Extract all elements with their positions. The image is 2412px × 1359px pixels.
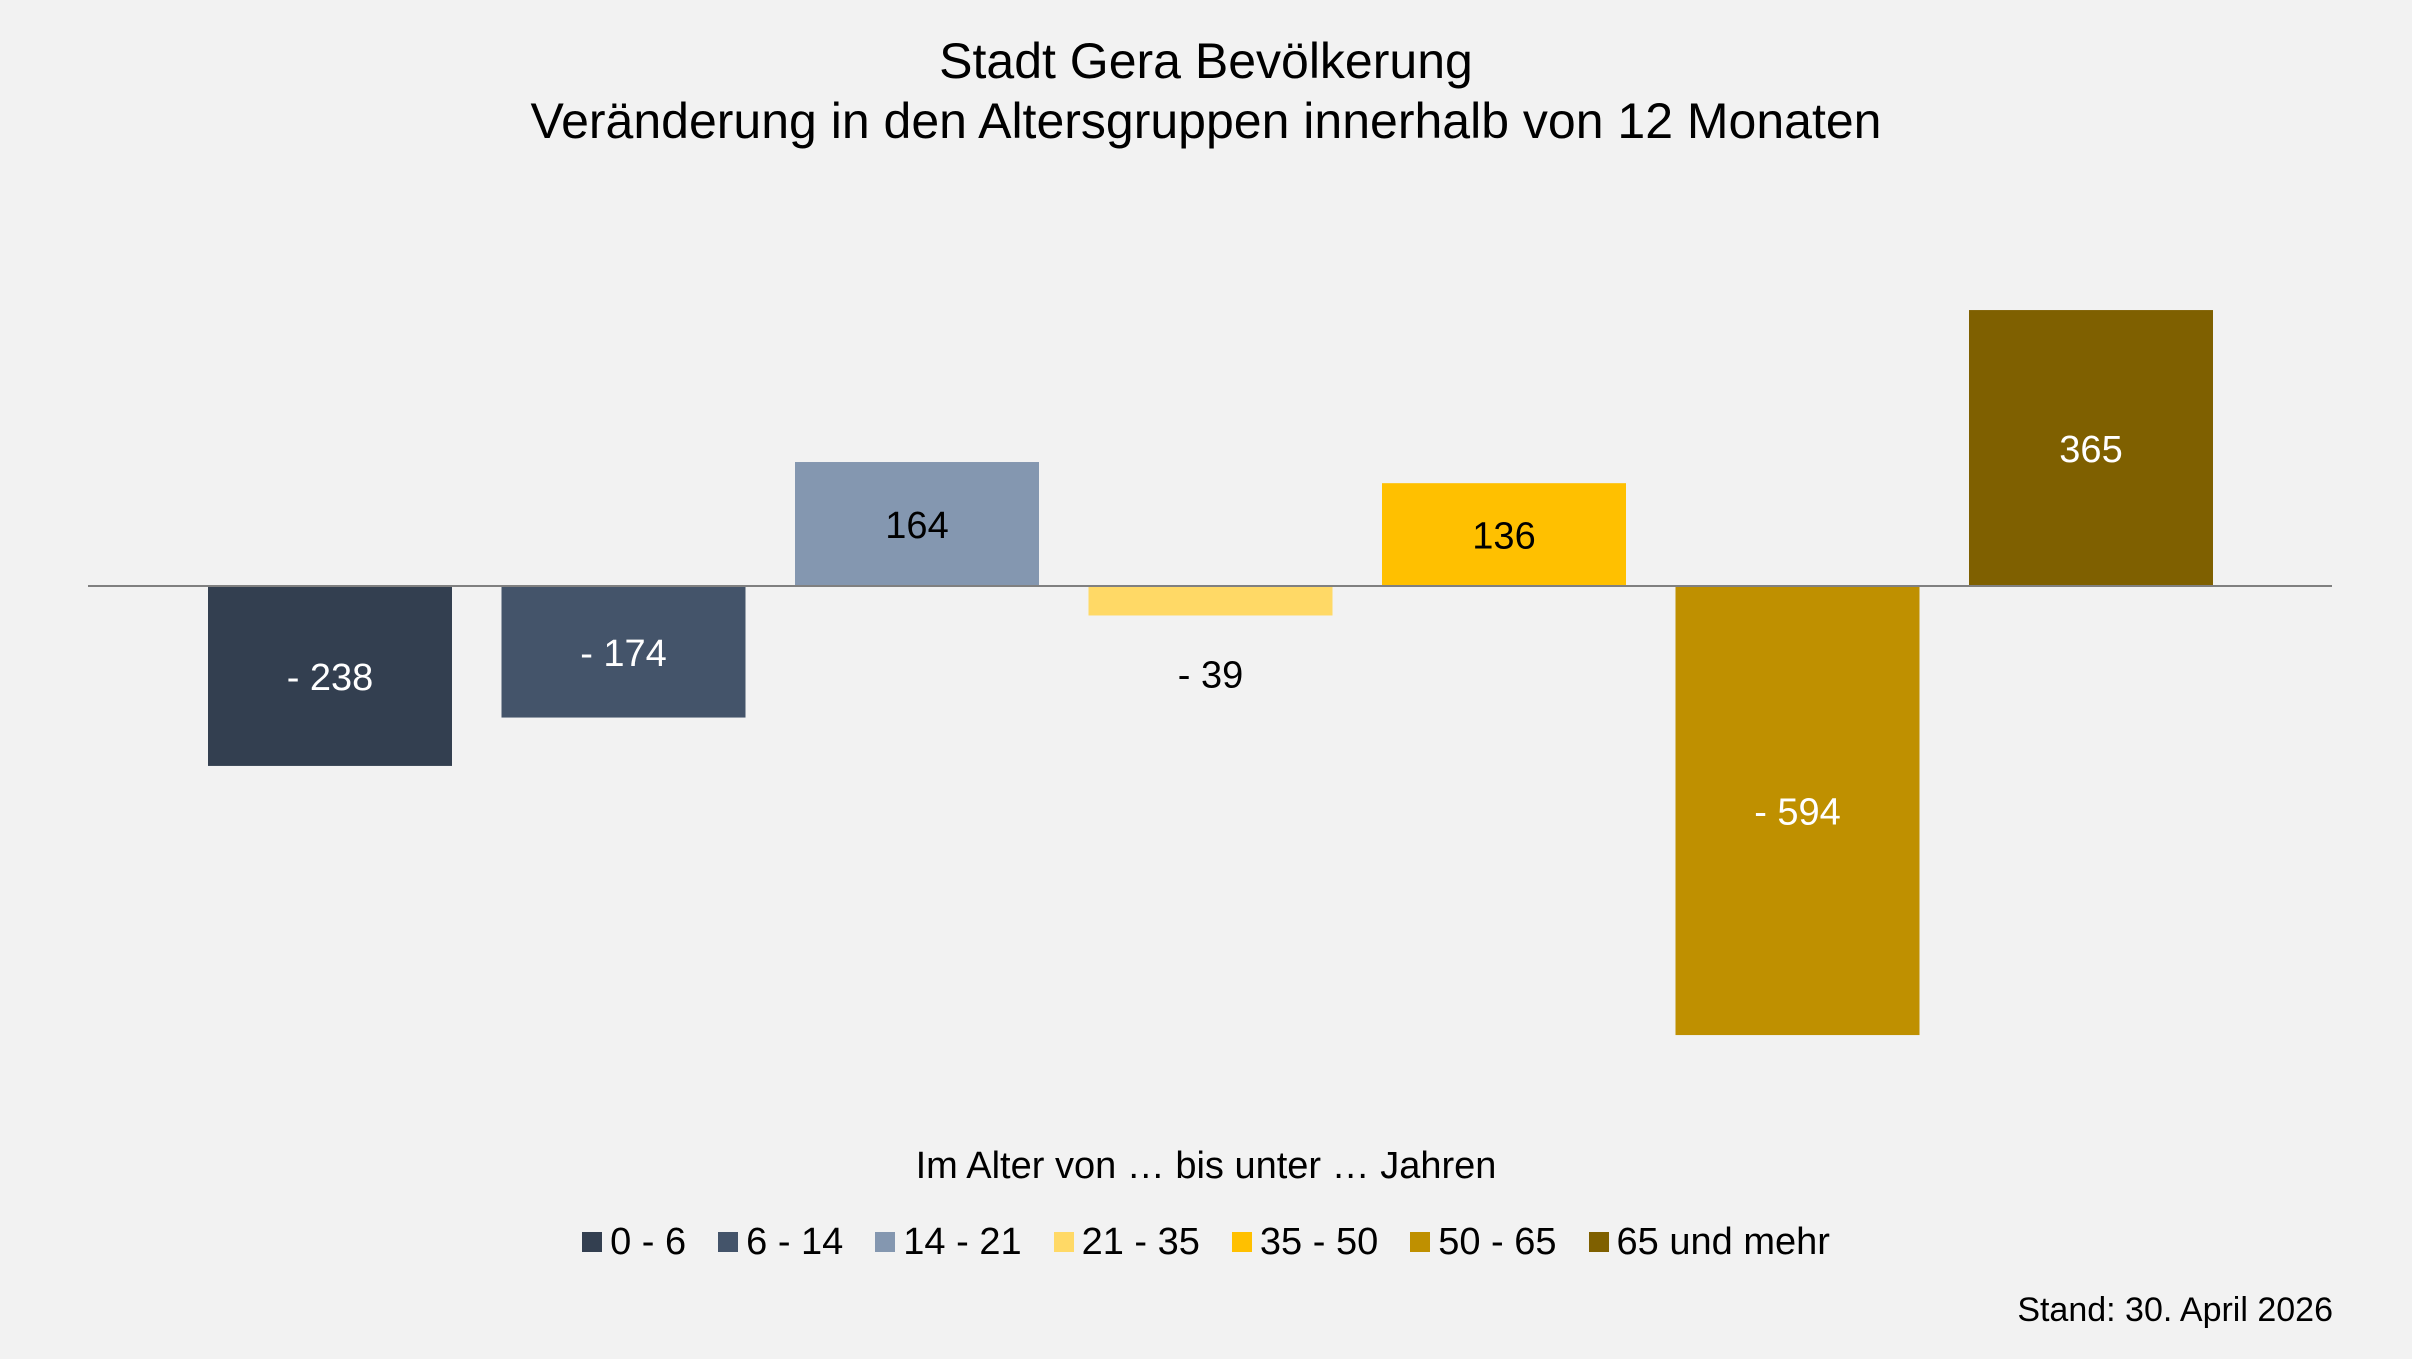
data-labels-group: - 238 - 174 164 - 39 136 - 594 365 bbox=[287, 429, 2123, 834]
bar-65-und-mehr bbox=[1969, 310, 2213, 586]
legend-item-6-14: 6 - 14 bbox=[718, 1218, 843, 1266]
data-label-14-21: 164 bbox=[885, 505, 948, 547]
legend-item-35-50: 35 - 50 bbox=[1231, 1218, 1379, 1266]
legend-item-14-21: 14 - 21 bbox=[875, 1218, 1022, 1266]
legend-swatch-21-35 bbox=[1053, 1232, 1074, 1252]
legend-swatch-6-14 bbox=[718, 1232, 739, 1252]
legend-swatch-14-21 bbox=[875, 1232, 896, 1252]
legend-title: Im Alter von … bis unter … Jahren bbox=[915, 1145, 1497, 1187]
chart-title-line2: Veränderung in den Altersgruppen innerha… bbox=[530, 93, 1882, 149]
bar-50-65 bbox=[1675, 586, 1920, 1036]
data-label-50-65: - 594 bbox=[1754, 792, 1841, 834]
legend-swatch-0-6 bbox=[582, 1232, 603, 1252]
legend-item-50-65: 50 - 65 bbox=[1410, 1218, 1557, 1266]
legend: 0 - 6 6 - 14 14 - 21 21 - 35 35 - 50 50 - 65 6… bbox=[0, 1218, 2412, 1266]
legend-label-14-21: 14 - 21 bbox=[903, 1221, 1022, 1263]
bar-21-35 bbox=[1088, 586, 1333, 616]
legend-swatch-50-65 bbox=[1410, 1232, 1431, 1252]
legend-label-6-14: 6 - 14 bbox=[746, 1221, 844, 1263]
legend-label-65-und-mehr: 65 und mehr bbox=[1616, 1221, 1830, 1263]
legend-item-65-und-mehr: 65 und mehr bbox=[1588, 1218, 1830, 1266]
legend-swatch-65-und-mehr bbox=[1588, 1232, 1609, 1252]
data-label-21-35: - 39 bbox=[1178, 654, 1243, 696]
legend-label-35-50: 35 - 50 bbox=[1259, 1221, 1379, 1263]
bar-35-50 bbox=[1382, 483, 1626, 586]
data-label-6-14: - 174 bbox=[580, 633, 667, 675]
legend-item-21-35: 21 - 35 bbox=[1053, 1218, 1200, 1266]
data-label-65-und-mehr: 365 bbox=[2059, 429, 2122, 471]
chart-title-line1: Stadt Gera Bevölkerung bbox=[939, 33, 1473, 89]
bar-0-6 bbox=[208, 586, 452, 766]
bars-group bbox=[208, 310, 2213, 1036]
bar-6-14 bbox=[501, 586, 746, 718]
data-label-0-6: - 238 bbox=[287, 657, 374, 699]
legend-swatch-35-50 bbox=[1231, 1232, 1252, 1252]
data-label-35-50: 136 bbox=[1472, 516, 1535, 558]
legend-item-0-6: 0 - 6 bbox=[582, 1218, 686, 1266]
bar-14-21 bbox=[795, 462, 1039, 586]
legend-label-0-6: 0 - 6 bbox=[610, 1221, 687, 1263]
legend-label-21-35: 21 - 35 bbox=[1081, 1221, 1200, 1263]
footnote: Stand: 30. April 2026 bbox=[2017, 1291, 2333, 1329]
legend-label-50-65: 50 - 65 bbox=[1438, 1221, 1557, 1263]
